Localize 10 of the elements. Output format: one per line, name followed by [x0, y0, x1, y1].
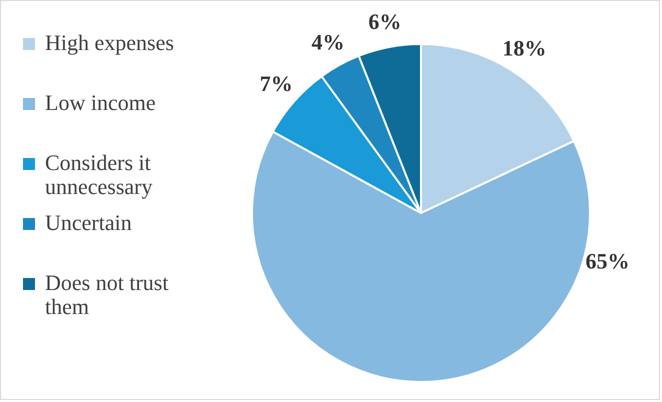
data-label: 6% — [368, 9, 402, 34]
legend-label: Does not trust them — [45, 270, 170, 319]
legend-label: Low income — [45, 90, 157, 115]
data-label: 65% — [586, 248, 630, 274]
legend-label: High expenses — [45, 30, 175, 55]
legend-label: Uncertain — [45, 210, 133, 235]
data-label: 18% — [502, 36, 546, 61]
data-label: 4% — [312, 30, 345, 55]
data-label: 7% — [260, 71, 293, 96]
legend-label: Considers it unnecessary — [45, 150, 154, 199]
